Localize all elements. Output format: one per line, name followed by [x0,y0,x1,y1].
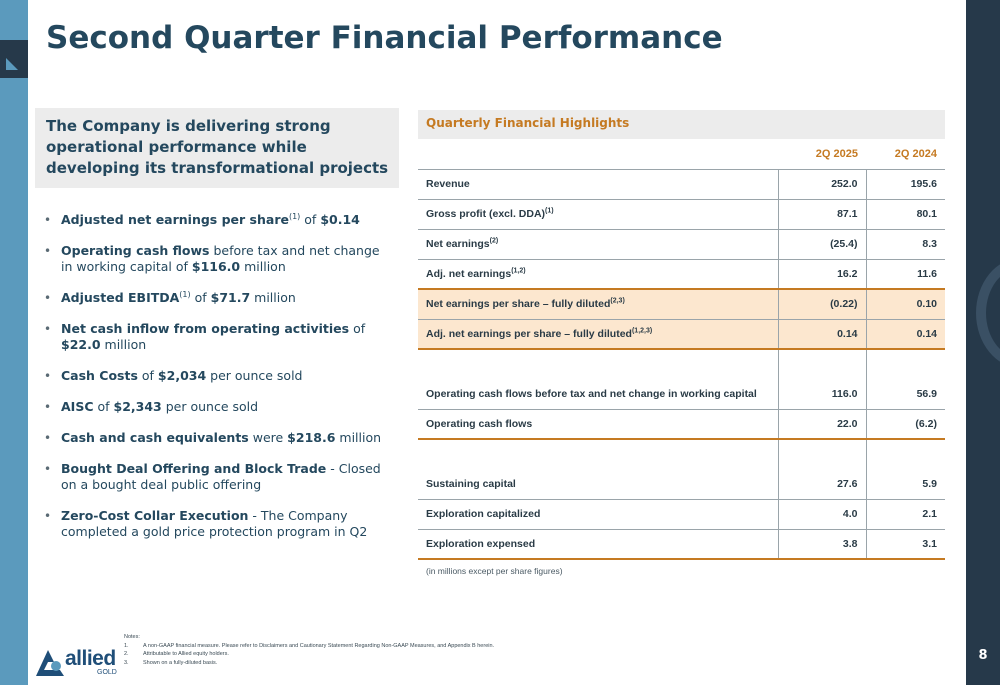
logo-wordmark: allied [65,647,116,670]
table-row-highlighted: Adj. net earnings per share – fully dilu… [418,319,945,350]
highlights-list: Adjusted net earnings per share(1) of $0… [44,212,394,555]
table-row: Exploration capitalized 4.0 2.1 [418,499,945,530]
footnotes: Notes: 1. A non-GAAP financial measure. P… [124,633,494,667]
table-row: Revenue 252.0 195.6 [418,169,945,200]
highlight-item: Adjusted EBITDA(1) of $71.7 million [44,290,394,306]
allied-gold-logo: allied GOLD [34,643,120,679]
table-row: Sustaining capital 27.6 5.9 [418,439,945,500]
table-footnote: (in millions except per share figures) [426,566,563,576]
highlight-item: Operating cash flows before tax and net … [44,243,394,275]
highlight-item: Cash Costs of $2,034 per ounce sold [44,368,394,384]
table-row: Net earnings(2) (25.4) 8.3 [418,229,945,260]
highlight-item: Zero-Cost Collar Execution - The Company… [44,508,394,540]
callout-box: The Company is delivering strong operati… [35,108,399,188]
table-row: Exploration expensed 3.8 3.1 [418,529,945,560]
logo-subtext: GOLD [97,669,117,676]
page-title: Second Quarter Financial Performance [46,20,723,56]
table-row: Adj. net earnings(1,2) 16.2 11.6 [418,259,945,290]
right-accent-band [966,0,1000,685]
highlight-item: Adjusted net earnings per share(1) of $0… [44,212,394,228]
table-row: Gross profit (excl. DDA)(1) 87.1 80.1 [418,199,945,230]
corner-mark-icon [6,58,18,70]
column-header-2q2024: 2Q 2024 [866,139,945,170]
logo-mark-icon [36,650,64,676]
left-accent-band [0,0,28,685]
table-row: Operating cash flows 22.0 (6.2) [418,409,945,440]
table-row: Operating cash flows before tax and net … [418,349,945,410]
footnote-item: 1. A non-GAAP financial measure. Please r… [124,642,495,649]
highlight-item: Bought Deal Offering and Block Trade - C… [44,461,394,493]
footnote-item: 3. Shown on a fully-diluted basis. [124,659,218,666]
callout-text: The Company is delivering strong operati… [46,117,389,177]
table-header-row: 2Q 2025 2Q 2024 [418,139,945,170]
notes-heading: Notes: [124,634,140,640]
financial-highlights-table: Quarterly Financial Highlights 2Q 2025 2… [418,110,945,576]
column-header-2q2025: 2Q 2025 [778,139,866,170]
footnote-item: 2. Attributable to Allied equity holders. [124,651,229,657]
highlight-item: Cash and cash equivalents were $218.6 mi… [44,430,394,446]
table-row-highlighted: Net earnings per share – fully diluted(2… [418,288,945,320]
highlight-item: Net cash inflow from operating activitie… [44,321,394,353]
page-number: 8 [978,648,988,663]
highlight-item: AISC of $2,343 per ounce sold [44,399,394,415]
table-heading: Quarterly Financial Highlights [418,110,945,139]
decorative-arc [976,258,1000,368]
